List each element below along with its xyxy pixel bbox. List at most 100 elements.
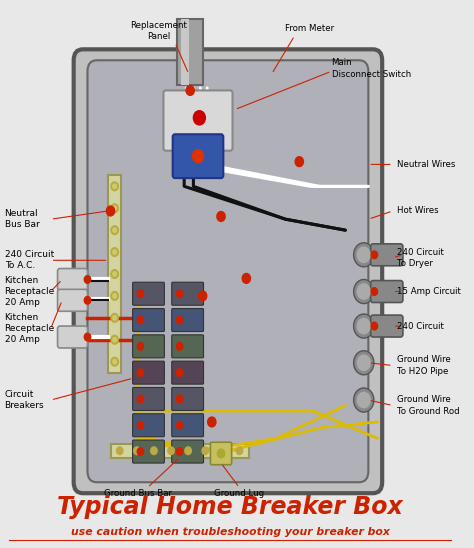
FancyBboxPatch shape [173, 134, 223, 178]
FancyBboxPatch shape [133, 440, 164, 463]
FancyBboxPatch shape [172, 309, 203, 332]
Bar [108, 175, 121, 373]
FancyBboxPatch shape [133, 335, 164, 358]
Text: Hot Wires: Hot Wires [397, 207, 439, 215]
Circle shape [84, 276, 91, 283]
FancyBboxPatch shape [172, 387, 203, 410]
Circle shape [113, 228, 117, 232]
Text: Neutral Wires: Neutral Wires [397, 160, 456, 169]
Circle shape [354, 279, 374, 304]
Circle shape [117, 447, 123, 455]
Circle shape [84, 296, 91, 304]
FancyBboxPatch shape [133, 361, 164, 384]
Text: Replacement
Panel: Replacement Panel [130, 21, 187, 41]
Circle shape [176, 448, 183, 455]
Circle shape [176, 290, 183, 298]
Circle shape [202, 447, 209, 455]
Circle shape [113, 184, 117, 189]
Circle shape [185, 447, 191, 455]
Circle shape [134, 447, 140, 455]
FancyBboxPatch shape [73, 49, 382, 493]
Circle shape [176, 421, 183, 429]
Circle shape [113, 316, 117, 320]
Circle shape [113, 294, 117, 298]
Circle shape [357, 355, 370, 370]
Circle shape [137, 448, 144, 455]
FancyBboxPatch shape [133, 387, 164, 410]
Circle shape [176, 316, 183, 324]
FancyBboxPatch shape [172, 282, 203, 305]
Circle shape [354, 351, 374, 375]
FancyBboxPatch shape [57, 269, 88, 290]
Circle shape [111, 226, 118, 235]
FancyBboxPatch shape [172, 335, 203, 358]
Circle shape [186, 85, 194, 95]
Circle shape [192, 150, 203, 163]
Circle shape [113, 359, 117, 364]
FancyBboxPatch shape [172, 414, 203, 437]
Circle shape [168, 447, 174, 455]
Circle shape [111, 357, 118, 366]
Circle shape [111, 270, 118, 278]
Circle shape [176, 395, 183, 403]
Circle shape [357, 284, 370, 299]
Circle shape [113, 250, 117, 254]
Circle shape [354, 314, 374, 338]
Text: Ground Lug: Ground Lug [214, 489, 264, 498]
Circle shape [106, 206, 115, 216]
FancyBboxPatch shape [172, 440, 203, 463]
FancyBboxPatch shape [133, 282, 164, 305]
Circle shape [357, 318, 370, 334]
FancyBboxPatch shape [133, 414, 164, 437]
Circle shape [84, 333, 91, 341]
FancyBboxPatch shape [210, 442, 232, 465]
Text: Kitchen
Receptacle
20 Amp: Kitchen Receptacle 20 Amp [5, 313, 55, 344]
Text: Main
Disconnect Switch: Main Disconnect Switch [331, 59, 411, 78]
Circle shape [137, 342, 144, 350]
Circle shape [217, 212, 225, 221]
Circle shape [176, 342, 183, 350]
Circle shape [357, 247, 370, 262]
Circle shape [111, 248, 118, 256]
Circle shape [137, 421, 144, 429]
Circle shape [219, 447, 226, 455]
FancyBboxPatch shape [133, 309, 164, 332]
FancyBboxPatch shape [164, 90, 233, 151]
Text: 240 Circuit
To Dryer: 240 Circuit To Dryer [397, 248, 444, 267]
Circle shape [208, 417, 216, 427]
Text: 15 Amp Circuit: 15 Amp Circuit [397, 287, 461, 296]
Text: Ground Wire
To Ground Rod: Ground Wire To Ground Rod [397, 396, 460, 415]
Circle shape [113, 338, 117, 342]
FancyBboxPatch shape [172, 361, 203, 384]
Circle shape [199, 291, 207, 301]
Circle shape [111, 313, 118, 322]
Circle shape [193, 111, 205, 125]
Text: Neutral
Bus Bar: Neutral Bus Bar [5, 209, 39, 229]
Circle shape [371, 288, 378, 295]
Text: 240 Circuit: 240 Circuit [397, 322, 444, 330]
Circle shape [242, 273, 250, 283]
Text: Typical Home Breaker Box: Typical Home Breaker Box [57, 495, 403, 519]
Circle shape [113, 272, 117, 276]
Circle shape [137, 316, 144, 324]
Text: 240 Circuit
To A.C.: 240 Circuit To A.C. [5, 250, 54, 270]
Text: Kitchen
Receptacle
20 Amp: Kitchen Receptacle 20 Amp [5, 276, 55, 307]
Circle shape [137, 369, 144, 376]
Circle shape [295, 157, 303, 167]
Circle shape [371, 322, 378, 330]
Text: Ground Wire
To H2O Pipe: Ground Wire To H2O Pipe [397, 356, 451, 375]
Circle shape [176, 369, 183, 376]
Circle shape [354, 243, 374, 267]
Text: use caution when troubleshooting your breaker box: use caution when troubleshooting your br… [71, 527, 390, 536]
Circle shape [371, 251, 378, 259]
Bar [181, 19, 189, 85]
Bar [110, 444, 249, 458]
FancyBboxPatch shape [371, 244, 403, 266]
Circle shape [111, 292, 118, 300]
Circle shape [357, 392, 370, 408]
Text: Ground Bus Bar: Ground Bus Bar [104, 489, 172, 498]
Circle shape [111, 204, 118, 213]
Circle shape [151, 447, 157, 455]
Circle shape [111, 182, 118, 191]
Circle shape [113, 206, 117, 210]
